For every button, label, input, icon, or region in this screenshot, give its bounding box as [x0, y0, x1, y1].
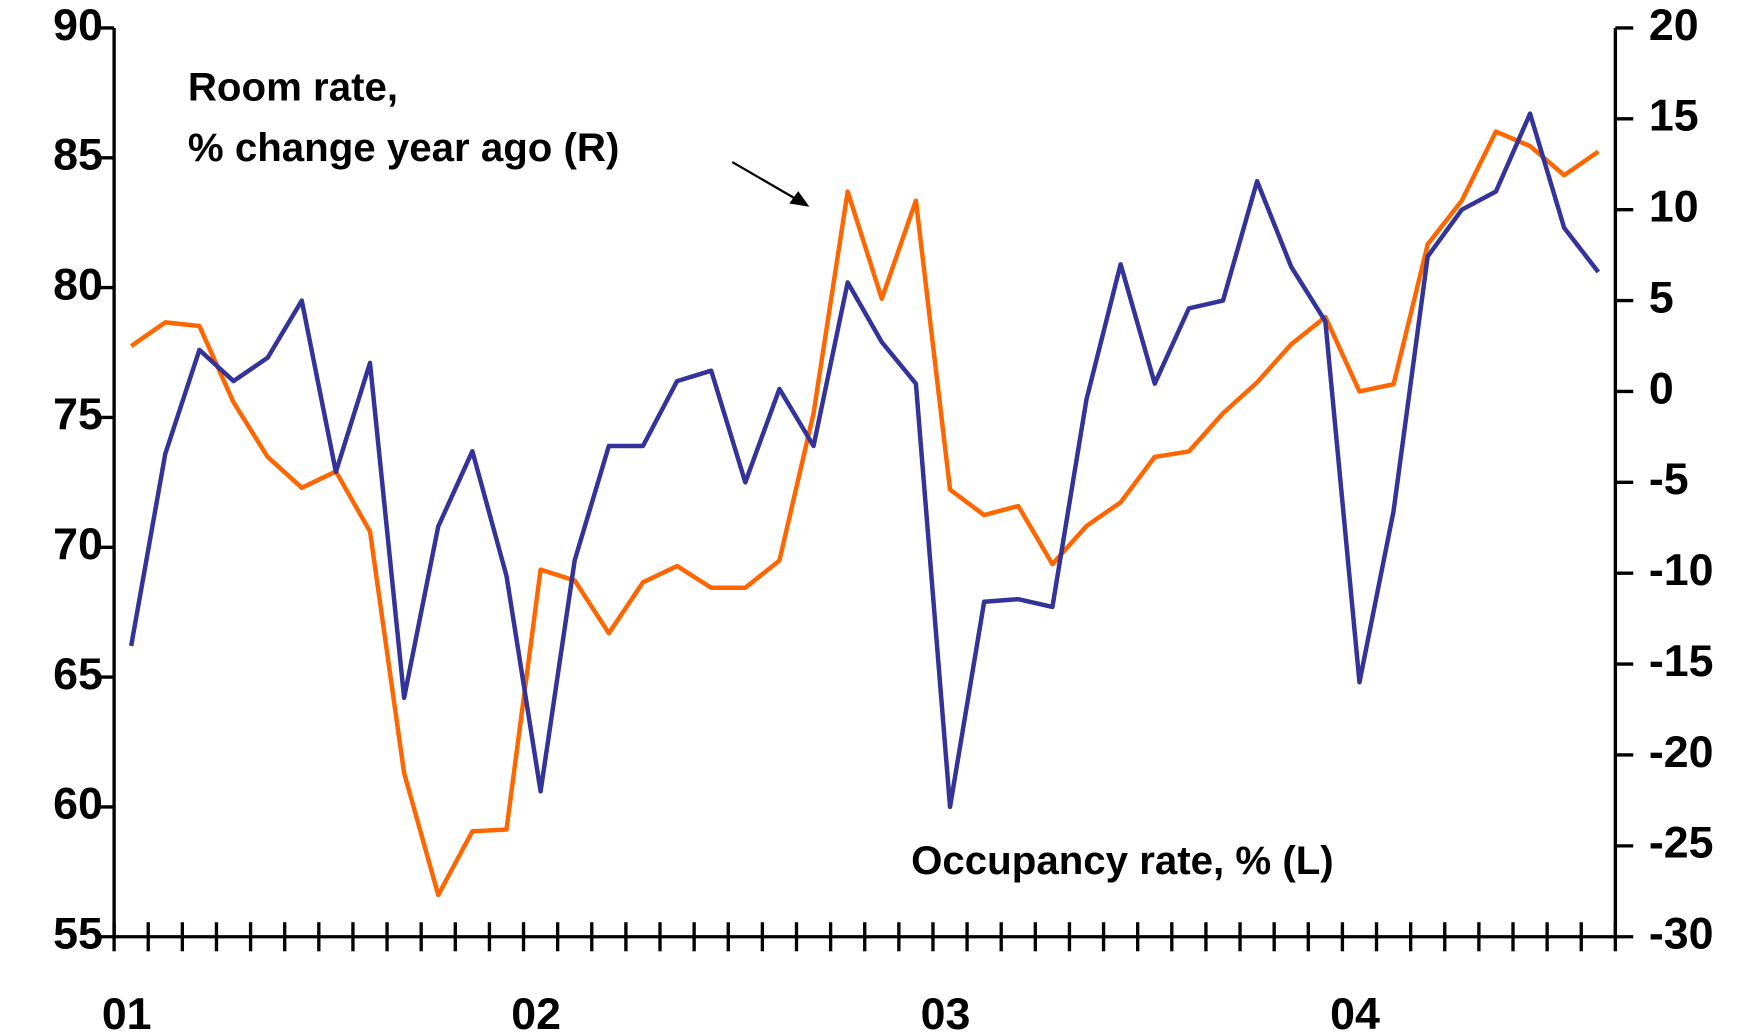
y-tick-label: 75	[53, 390, 103, 439]
x-tick-label: 01	[102, 990, 152, 1034]
annotation: Occupancy rate, % (L)	[911, 838, 1334, 883]
x-tick-label: 02	[511, 990, 561, 1034]
y2-tick-label: -25	[1649, 819, 1714, 868]
annotation-arrow	[731, 161, 797, 200]
y2-tick-label: 5	[1649, 273, 1674, 322]
y-tick-label: 85	[53, 131, 103, 180]
x-tick-label: 04	[1330, 990, 1380, 1034]
y-tick-label: 55	[53, 910, 103, 959]
y2-tick-label: -30	[1649, 910, 1714, 959]
y2-tick-label: 10	[1649, 183, 1699, 232]
y-tick-label: 80	[53, 260, 103, 309]
y2-tick-label: 15	[1649, 92, 1699, 141]
y2-tick-label: 20	[1649, 1, 1699, 50]
y2-tick-label: 0	[1649, 364, 1674, 413]
y2-tick-label: -15	[1649, 637, 1714, 686]
annotation: % change year ago (R)	[188, 125, 620, 170]
y2-tick-label: -10	[1649, 546, 1714, 595]
y2-tick-label: -5	[1649, 455, 1689, 504]
y-tick-label: 65	[53, 650, 103, 699]
series-line	[129, 129, 1600, 898]
y-tick-label: 70	[53, 520, 103, 569]
y2-tick-label: -20	[1649, 728, 1714, 777]
series-line	[128, 111, 1601, 810]
x-tick-label: 03	[921, 990, 971, 1034]
y-tick-label: 60	[53, 780, 103, 829]
annotation: Room rate,	[188, 65, 398, 110]
y-tick-label: 90	[53, 1, 103, 50]
annotation-arrowhead	[789, 191, 810, 207]
